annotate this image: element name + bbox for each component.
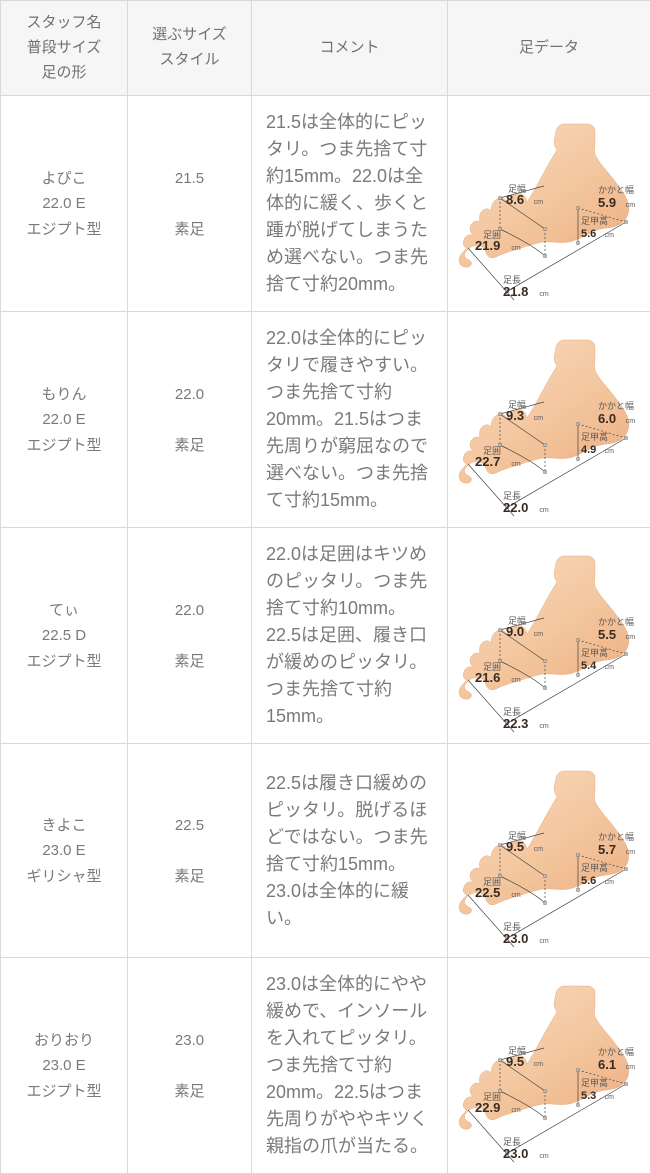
svg-text:cm: cm <box>534 415 544 422</box>
svg-text:cm: cm <box>626 1064 636 1071</box>
svg-text:cm: cm <box>534 846 544 853</box>
svg-text:足甲高: 足甲高 <box>581 862 608 873</box>
svg-text:6.1: 6.1 <box>598 1057 616 1072</box>
svg-text:5.7: 5.7 <box>598 842 616 857</box>
svg-text:かかと幅: かかと幅 <box>598 184 634 195</box>
svg-text:かかと幅: かかと幅 <box>598 616 634 627</box>
svg-text:22.9: 22.9 <box>475 1100 500 1115</box>
svg-text:23.0: 23.0 <box>503 931 528 946</box>
svg-text:5.4: 5.4 <box>581 660 597 672</box>
svg-text:cm: cm <box>605 1094 615 1101</box>
svg-text:5.3: 5.3 <box>581 1090 596 1102</box>
svg-text:6.0: 6.0 <box>598 411 616 426</box>
svg-text:cm: cm <box>511 461 521 468</box>
svg-text:足甲高: 足甲高 <box>581 1077 608 1088</box>
svg-text:cm: cm <box>605 664 615 671</box>
svg-text:21.8: 21.8 <box>503 284 528 299</box>
svg-text:cm: cm <box>626 202 636 209</box>
svg-text:cm: cm <box>539 507 549 514</box>
svg-text:23.0: 23.0 <box>503 1146 528 1161</box>
svg-text:5.5: 5.5 <box>598 627 616 642</box>
svg-text:9.5: 9.5 <box>506 1054 524 1069</box>
svg-text:cm: cm <box>605 232 615 239</box>
svg-text:22.5: 22.5 <box>475 885 500 900</box>
svg-text:5.6: 5.6 <box>581 875 596 887</box>
svg-text:cm: cm <box>626 849 636 856</box>
svg-text:5.9: 5.9 <box>598 195 616 210</box>
svg-text:かかと幅: かかと幅 <box>598 831 634 842</box>
svg-text:9.5: 9.5 <box>506 839 524 854</box>
svg-text:cm: cm <box>605 879 615 886</box>
svg-text:cm: cm <box>539 723 549 730</box>
svg-text:cm: cm <box>539 291 549 298</box>
svg-text:cm: cm <box>511 245 521 252</box>
svg-text:cm: cm <box>539 938 549 945</box>
svg-text:22.7: 22.7 <box>475 454 500 469</box>
svg-text:cm: cm <box>626 418 636 425</box>
svg-text:21.6: 21.6 <box>475 670 500 685</box>
svg-text:22.0: 22.0 <box>503 500 528 515</box>
svg-text:cm: cm <box>511 892 521 899</box>
svg-text:21.9: 21.9 <box>475 238 500 253</box>
svg-text:9.3: 9.3 <box>506 408 524 423</box>
svg-text:4.9: 4.9 <box>581 444 596 456</box>
svg-text:22.3: 22.3 <box>503 716 528 731</box>
svg-text:足甲高: 足甲高 <box>581 647 608 658</box>
svg-text:5.6: 5.6 <box>581 228 596 240</box>
svg-text:かかと幅: かかと幅 <box>598 400 634 411</box>
svg-text:足甲高: 足甲高 <box>581 215 608 226</box>
svg-text:cm: cm <box>605 448 615 455</box>
svg-text:かかと幅: かかと幅 <box>598 1046 634 1057</box>
svg-text:cm: cm <box>511 1107 521 1114</box>
svg-text:足甲高: 足甲高 <box>581 431 608 442</box>
svg-text:cm: cm <box>539 1153 549 1160</box>
svg-text:cm: cm <box>534 631 544 638</box>
svg-text:cm: cm <box>534 1061 544 1068</box>
svg-text:9.0: 9.0 <box>506 624 524 639</box>
svg-text:cm: cm <box>626 634 636 641</box>
svg-text:cm: cm <box>511 677 521 684</box>
svg-text:cm: cm <box>534 199 544 206</box>
svg-text:8.6: 8.6 <box>506 192 524 207</box>
